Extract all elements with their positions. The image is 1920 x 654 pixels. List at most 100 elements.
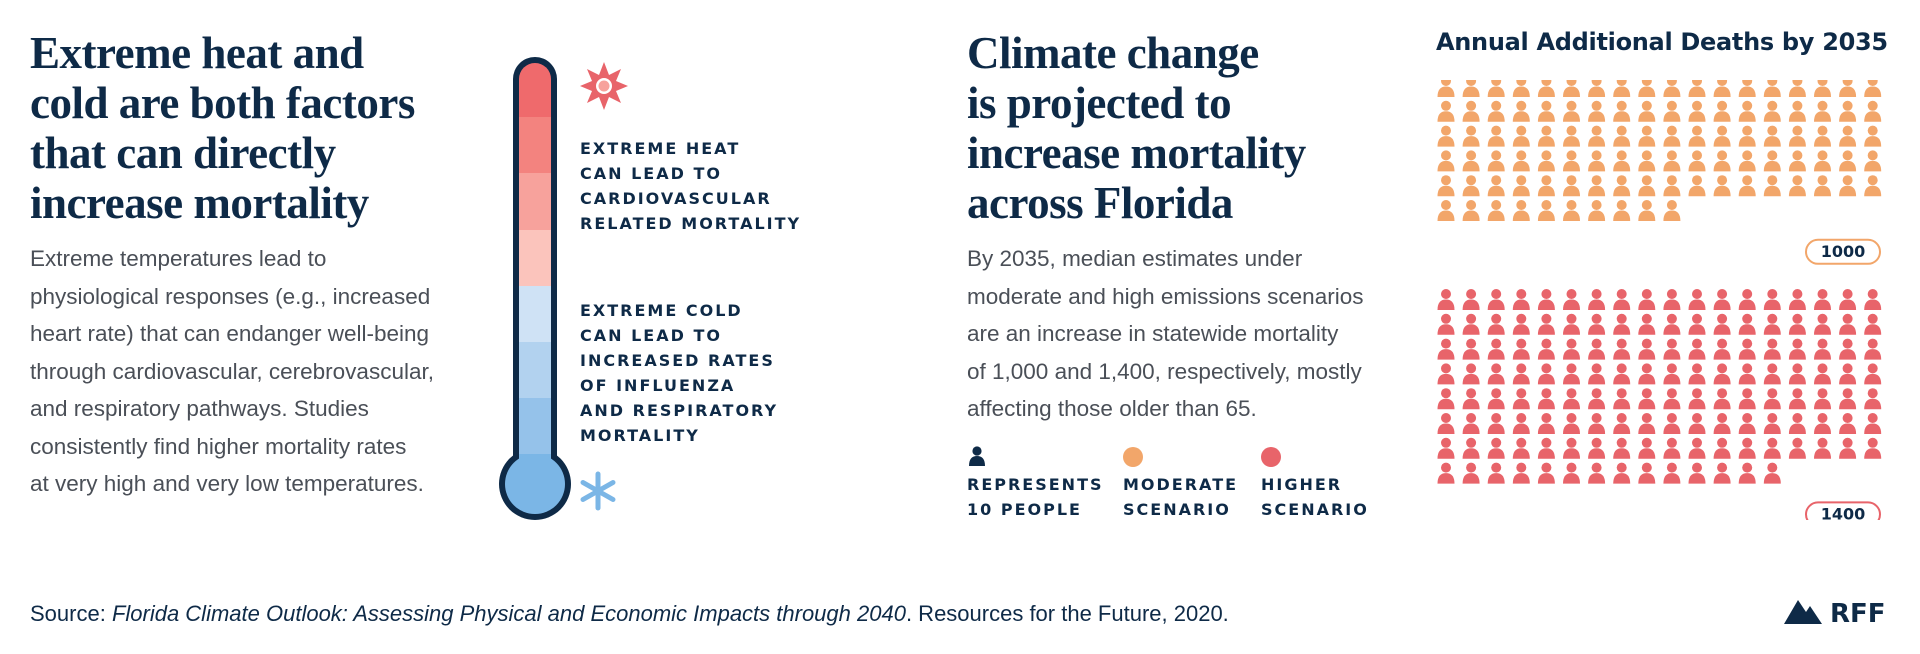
person-icon [1763, 80, 1781, 97]
person-head [1641, 100, 1652, 111]
person-head [1742, 413, 1753, 423]
person-icon [1613, 175, 1631, 197]
person-icon [1788, 388, 1806, 410]
person-head [1491, 289, 1502, 299]
person-icon [1613, 388, 1631, 410]
person-icon [1487, 363, 1505, 385]
person-icon [1512, 100, 1530, 122]
person-body [1462, 185, 1480, 197]
person-icon [1763, 289, 1781, 310]
person-body [1688, 423, 1706, 434]
person-icon [1738, 363, 1756, 385]
person-head [1541, 175, 1552, 186]
person-icon [1839, 388, 1857, 410]
person-icon [1839, 175, 1857, 197]
person-icon [1788, 413, 1806, 434]
person-body [1814, 185, 1831, 197]
person-head [1692, 338, 1702, 349]
person-icon [1487, 200, 1505, 221]
person-body [1588, 136, 1606, 147]
person-body [1788, 86, 1806, 97]
person-head [1742, 289, 1753, 299]
person-body [1688, 324, 1706, 335]
person-head [1817, 313, 1828, 324]
person-head [1717, 338, 1728, 349]
person-head [1441, 388, 1451, 399]
person-icon [1839, 150, 1857, 172]
person-head [1742, 388, 1753, 399]
person-body [1588, 185, 1606, 197]
person-head [1817, 388, 1828, 399]
person-icon [1638, 289, 1656, 310]
person-head [1641, 80, 1652, 86]
person-icon [1688, 125, 1706, 147]
person-icon [1763, 437, 1781, 459]
person-icon [1537, 462, 1555, 484]
person-icon [1437, 413, 1455, 434]
person-body [1588, 324, 1606, 335]
person-body [1788, 111, 1806, 122]
person-head [1666, 462, 1677, 473]
person-icon [1437, 363, 1455, 385]
person-head [1541, 338, 1552, 349]
person-body [1814, 324, 1831, 335]
person-body [1788, 299, 1806, 310]
legend-swatch [1261, 447, 1281, 467]
person-head [1491, 313, 1502, 324]
person-head [1692, 150, 1702, 161]
person-icon [1864, 338, 1882, 360]
person-head [1591, 150, 1602, 161]
text-line: across Florida [967, 178, 1233, 228]
person-body [1788, 160, 1806, 172]
person-head [1867, 363, 1878, 374]
person-head [1516, 289, 1527, 299]
person-icon [1512, 363, 1530, 385]
person-head [1541, 80, 1552, 86]
person-icon [1613, 462, 1631, 484]
person-head [1666, 338, 1677, 349]
person-icon [1814, 175, 1831, 197]
person-head [1616, 80, 1627, 86]
person-icon [1814, 80, 1831, 97]
person-head [1566, 338, 1577, 349]
person-head [1717, 150, 1728, 161]
person-icon [1738, 150, 1756, 172]
person-body [1613, 160, 1631, 172]
person-icon [1487, 413, 1505, 434]
person-icon [1713, 462, 1731, 484]
person-body [1763, 299, 1781, 310]
person-body [1688, 349, 1706, 360]
person-body [1763, 86, 1781, 97]
person-body [1512, 299, 1530, 310]
person-body [1688, 398, 1706, 410]
person-head [1591, 125, 1602, 136]
person-head [1666, 363, 1677, 374]
person-body [1487, 398, 1505, 410]
legend-icons [969, 446, 985, 466]
person-body [1512, 473, 1530, 484]
person-head [1466, 413, 1477, 423]
person-head [1591, 175, 1602, 186]
person-head [1441, 100, 1451, 111]
person-body [1839, 423, 1857, 434]
person-head [1641, 413, 1652, 423]
person-body [1563, 398, 1580, 410]
person-body [1487, 473, 1505, 484]
person-body [1462, 349, 1480, 360]
person-body [1738, 398, 1756, 410]
person-body [1638, 448, 1656, 459]
person-body [1688, 373, 1706, 385]
person-body [1638, 210, 1656, 221]
tube-fill [519, 63, 551, 493]
person-body [1462, 423, 1480, 434]
person-head [1817, 80, 1828, 86]
person-body [1864, 299, 1882, 310]
person-head [1541, 100, 1552, 111]
person-icon [1814, 100, 1831, 122]
person-icon [1588, 125, 1606, 147]
person-body [1763, 423, 1781, 434]
person-body [1638, 185, 1656, 197]
person-icon [1738, 462, 1756, 484]
person-body [1563, 349, 1580, 360]
person-head [1591, 80, 1602, 86]
